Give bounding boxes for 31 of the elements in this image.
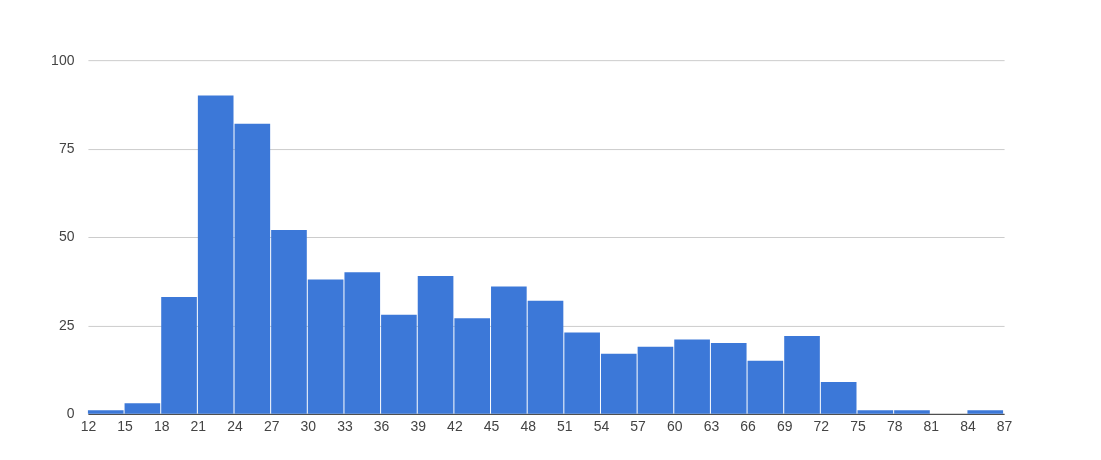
x-tick-label: 48: [520, 418, 537, 435]
x-tick-label: 72: [813, 418, 830, 435]
x-tick-label: 15: [117, 418, 134, 435]
x-tick-label: 81: [923, 418, 940, 435]
x-tick-label: 36: [373, 418, 390, 435]
x-tick-label: 60: [666, 418, 683, 435]
y-tick-label: 0: [66, 405, 75, 422]
x-tick-label: 75: [850, 418, 866, 435]
x-tick-label: 18: [153, 418, 170, 435]
x-tick-label: 78: [886, 418, 903, 435]
x-tick-label: 51: [557, 418, 573, 435]
x-tick-label: 21: [190, 418, 207, 435]
x-tick-label: 42: [447, 418, 463, 435]
x-tick-label: 12: [80, 418, 97, 435]
x-tick-label: 33: [337, 418, 353, 435]
x-tick-label: 57: [630, 418, 647, 435]
y-tick-label: 75: [58, 140, 75, 157]
x-tick-label: 87: [996, 418, 1013, 435]
x-tick-label: 84: [960, 418, 976, 435]
y-tick-label: 100: [51, 51, 75, 68]
x-tick-label: 66: [740, 418, 757, 435]
x-tick-label: 27: [263, 418, 280, 435]
x-tick-label: 45: [483, 418, 500, 435]
x-tick-label: 63: [703, 418, 720, 435]
y-tick-label: 25: [58, 316, 75, 333]
x-tick-label: 30: [300, 418, 317, 435]
y-tick-label: 50: [58, 228, 75, 245]
x-tick-label: 54: [593, 418, 610, 435]
x-tick-label: 39: [410, 418, 427, 435]
x-tick-label: 69: [776, 418, 793, 435]
x-tick-label: 24: [227, 418, 243, 435]
